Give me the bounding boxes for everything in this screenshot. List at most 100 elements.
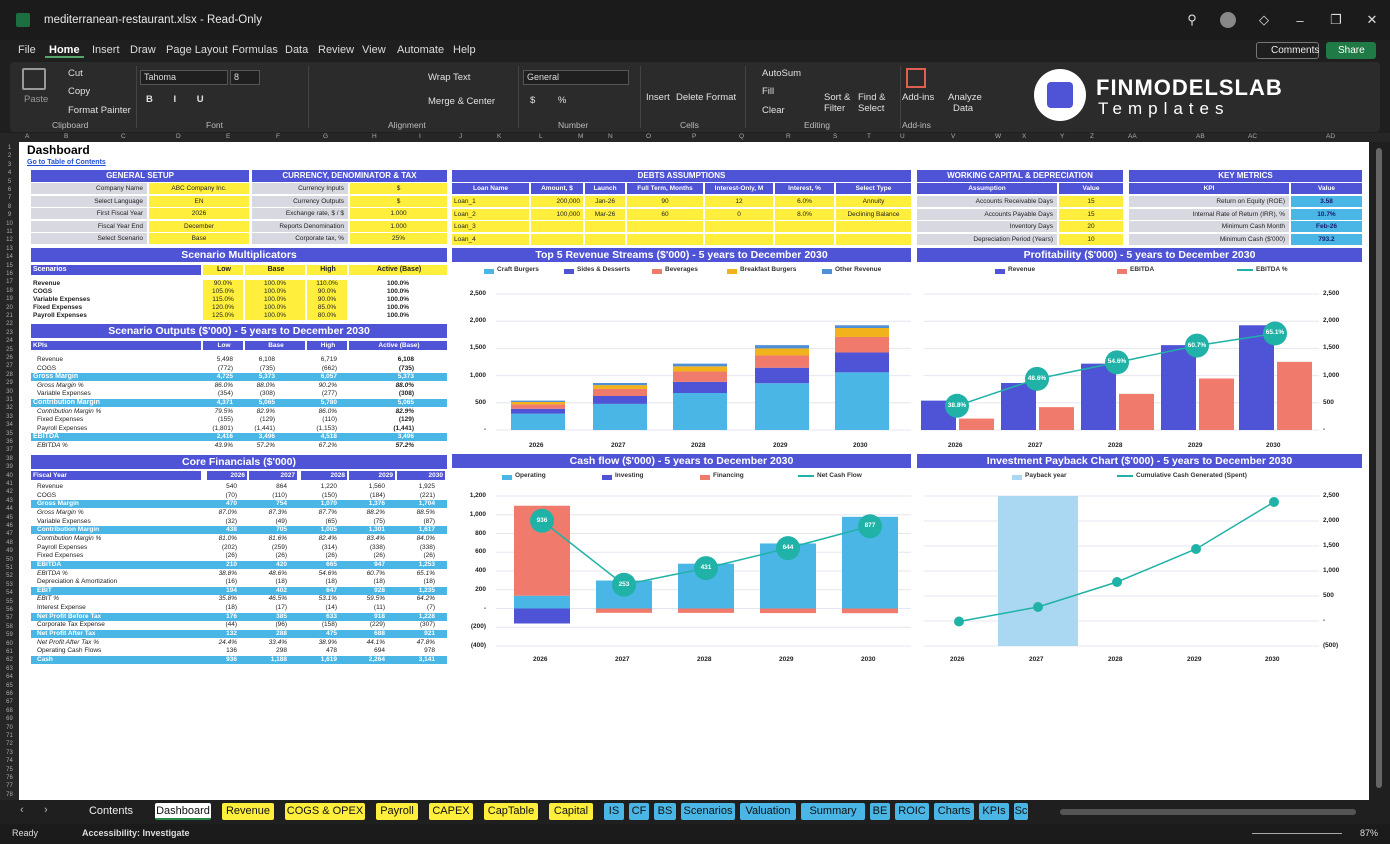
menu-formulas[interactable]: Formulas xyxy=(232,44,278,56)
debt-cell[interactable]: Loan_1 xyxy=(452,196,529,207)
row-number[interactable]: 60 xyxy=(6,640,13,647)
paste-button[interactable]: Paste xyxy=(24,94,49,105)
column-header[interactable]: AA xyxy=(1128,133,1137,140)
vertical-scrollbar[interactable] xyxy=(1369,142,1390,800)
column-header[interactable]: I xyxy=(419,133,421,140)
row-number[interactable]: 70 xyxy=(6,724,13,731)
insert-cells-button[interactable]: Insert xyxy=(646,92,670,103)
font-name-select[interactable]: Tahoma xyxy=(140,70,228,85)
search-icon[interactable]: ⚲ xyxy=(1187,12,1197,27)
debt-cell[interactable] xyxy=(836,233,911,245)
row-number[interactable]: 41 xyxy=(6,481,13,487)
row-number[interactable]: 35 xyxy=(6,430,13,437)
row-number[interactable]: 57 xyxy=(6,615,13,622)
debt-cell[interactable]: Jan-26 xyxy=(585,196,625,207)
addins-icon[interactable] xyxy=(906,68,926,88)
debt-cell[interactable]: 90 xyxy=(627,196,703,207)
column-header[interactable]: W xyxy=(995,133,1002,140)
wc-input[interactable]: 10 xyxy=(1059,233,1123,245)
menu-review[interactable]: Review xyxy=(318,44,355,56)
format-painter-button[interactable]: Format Painter xyxy=(68,105,131,116)
column-header[interactable]: Q xyxy=(739,133,745,140)
row-number[interactable]: 19 xyxy=(6,296,13,303)
tab-cf[interactable]: CF xyxy=(629,803,649,820)
setup-input[interactable]: 2026 xyxy=(149,208,249,219)
debt-cell[interactable] xyxy=(775,233,834,245)
row-number[interactable]: 51 xyxy=(6,565,13,571)
row-number[interactable]: 62 xyxy=(6,657,13,664)
multiplier-value[interactable]: 85.0% xyxy=(307,304,347,312)
row-number[interactable]: 53 xyxy=(6,581,13,588)
setup-input[interactable]: December xyxy=(149,220,249,232)
debt-cell[interactable]: Declining Balance xyxy=(836,208,911,220)
row-number[interactable]: 25 xyxy=(6,346,13,353)
merge-center-button[interactable]: Merge & Center xyxy=(428,96,496,107)
debt-cell[interactable]: Mar-26 xyxy=(585,208,625,220)
format-cells-button[interactable]: Format xyxy=(706,92,737,103)
row-number[interactable]: 68 xyxy=(6,707,13,714)
row-number[interactable]: 39 xyxy=(6,464,13,471)
diamond-icon[interactable]: ◇ xyxy=(1259,12,1269,27)
row-number[interactable]: 15 xyxy=(6,262,13,269)
number-format-icons[interactable]: $ % xyxy=(530,95,577,106)
multiplier-value[interactable]: 105.0% xyxy=(203,288,243,296)
tab-payroll[interactable]: Payroll xyxy=(376,803,418,820)
debt-cell[interactable]: Loan_2 xyxy=(452,208,529,220)
setup-input[interactable]: Base xyxy=(149,233,249,244)
tab-capex[interactable]: CAPEX xyxy=(429,803,473,820)
debt-cell[interactable] xyxy=(531,221,583,232)
share-button[interactable]: Share xyxy=(1326,42,1376,59)
column-header[interactable]: O xyxy=(646,133,652,140)
wrap-text-button[interactable]: Wrap Text xyxy=(428,72,471,83)
column-header[interactable]: X xyxy=(1022,133,1027,140)
row-number[interactable]: 16 xyxy=(6,271,13,277)
row-number[interactable]: 10 xyxy=(6,220,13,227)
row-number[interactable]: 45 xyxy=(6,514,13,521)
tab-valuation[interactable]: Valuation xyxy=(740,803,796,820)
column-header[interactable]: M xyxy=(578,133,584,140)
currency-input[interactable]: $ xyxy=(350,195,447,207)
row-number[interactable]: 32 xyxy=(6,405,13,412)
column-header[interactable]: B xyxy=(64,133,69,140)
debt-cell[interactable] xyxy=(585,221,625,232)
zoom-slider[interactable] xyxy=(1252,833,1342,834)
debt-cell[interactable] xyxy=(627,233,703,245)
multiplier-value[interactable]: 100.0% xyxy=(245,280,305,288)
column-header[interactable]: C xyxy=(121,133,126,140)
tab-prev-icon[interactable]: ‹ xyxy=(20,804,24,816)
row-number[interactable]: 23 xyxy=(6,329,13,336)
multiplier-value[interactable]: 100.0% xyxy=(245,288,305,296)
row-number[interactable]: 36 xyxy=(6,439,13,445)
column-header[interactable]: Y xyxy=(1060,133,1065,140)
row-number[interactable]: 14 xyxy=(6,254,13,261)
toc-link[interactable]: Go to Table of Contents xyxy=(27,159,106,166)
multiplier-value[interactable]: 100.0% xyxy=(245,312,305,320)
row-number[interactable]: 61 xyxy=(6,649,13,655)
multiplier-value[interactable]: 125.0% xyxy=(203,312,243,320)
row-number[interactable]: 58 xyxy=(6,623,13,630)
tab-contents[interactable]: Contents xyxy=(88,805,134,817)
debt-cell[interactable] xyxy=(627,221,703,232)
debt-cell[interactable]: 12 xyxy=(705,196,773,207)
column-header[interactable]: Z xyxy=(1090,133,1094,140)
row-number[interactable]: 73 xyxy=(6,749,13,756)
row-number[interactable]: 40 xyxy=(6,472,13,479)
paste-icon[interactable] xyxy=(22,68,46,90)
column-header[interactable]: J xyxy=(459,133,463,140)
debt-cell[interactable]: 200,000 xyxy=(531,196,583,207)
row-number[interactable]: 9 xyxy=(7,212,12,219)
row-number[interactable]: 38 xyxy=(6,455,13,462)
menu-home[interactable]: Home xyxy=(45,44,84,58)
row-number[interactable]: 6 xyxy=(7,187,12,193)
tab-kpis[interactable]: KPIs xyxy=(979,803,1009,820)
menu-automate[interactable]: Automate xyxy=(397,44,445,56)
row-number[interactable]: 72 xyxy=(6,741,13,748)
row-number[interactable]: 78 xyxy=(6,791,13,798)
column-header[interactable]: G xyxy=(323,133,329,140)
horizontal-scrollbar[interactable] xyxy=(1060,809,1356,815)
currency-input[interactable]: $ xyxy=(350,183,447,194)
row-number[interactable]: 42 xyxy=(6,489,13,496)
row-number[interactable]: 3 xyxy=(7,161,12,168)
debt-cell[interactable]: 6.0% xyxy=(775,196,834,207)
autosum-button[interactable]: AutoSum xyxy=(762,68,802,79)
